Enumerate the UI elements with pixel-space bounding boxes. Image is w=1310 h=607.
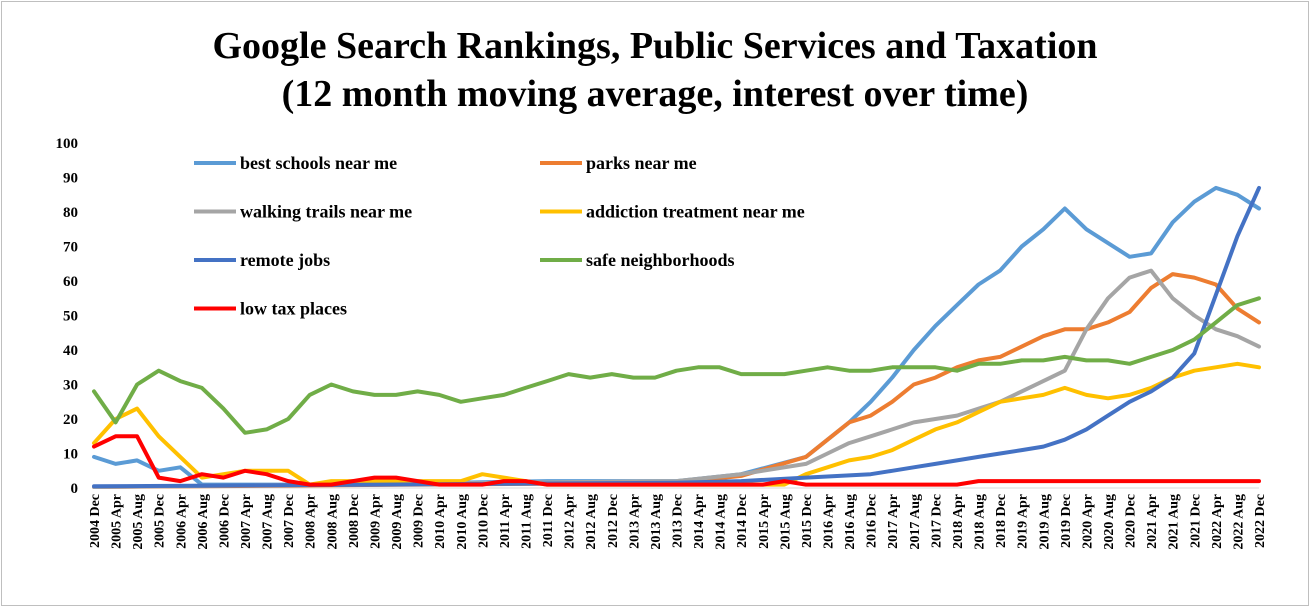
x-tick-label: 2016 Aug <box>843 494 858 550</box>
x-tick-label: 2005 Apr <box>110 494 125 549</box>
x-tick-label: 2009 Apr <box>368 494 383 549</box>
x-tick-label: 2012 Apr <box>563 494 578 549</box>
x-tick-label: 2022 Dec <box>1253 494 1268 548</box>
x-tick-label: 2006 Aug <box>196 494 211 550</box>
y-tick-label: 20 <box>63 412 78 428</box>
y-axis: 0 10 20 30 40 50 60 70 80 90 100 <box>56 136 79 497</box>
x-tick-label: 2011 Aug <box>519 494 534 549</box>
x-tick-label: 2022 Aug <box>1231 494 1246 550</box>
x-tick-label: 2012 Aug <box>584 494 599 550</box>
x-tick-label: 2010 Aug <box>455 494 470 550</box>
x-tick-label: 2019 Aug <box>1037 494 1052 550</box>
series-line-low-tax-places <box>92 434 1261 487</box>
x-tick-label: 2010 Apr <box>433 494 448 549</box>
legend-label: best schools near me <box>240 153 397 173</box>
x-tick-label: 2017 Aug <box>908 494 923 550</box>
x-tick-label: 2005 Dec <box>153 494 168 548</box>
legend-label: parks near me <box>586 153 697 173</box>
x-tick-label: 2006 Dec <box>217 494 232 548</box>
x-tick-label: 2013 Dec <box>671 494 686 548</box>
x-tick-label: 2021 Apr <box>1145 494 1160 549</box>
x-tick-label: 2016 Dec <box>865 494 880 548</box>
x-tick-label: 2008 Aug <box>325 494 340 550</box>
y-tick-label: 70 <box>63 240 78 256</box>
x-tick-label: 2019 Dec <box>1059 494 1074 548</box>
chart-subtitle: (12 month moving average, interest over … <box>282 73 1029 115</box>
x-tick-label: 2017 Apr <box>886 494 901 549</box>
x-tick-label: 2009 Dec <box>412 494 427 548</box>
y-tick-label: 10 <box>63 447 78 463</box>
x-tick-label: 2018 Aug <box>973 494 988 550</box>
x-tick-label: 2010 Dec <box>476 494 491 548</box>
x-tick-label: 2017 Dec <box>929 494 944 548</box>
x-tick-label: 2011 Apr <box>498 494 513 548</box>
y-tick-label: 0 <box>71 481 79 497</box>
legend: best schools near me parks near me walking… <box>194 153 805 319</box>
y-tick-label: 60 <box>63 274 78 290</box>
x-tick-label: 2014 Aug <box>714 494 729 550</box>
x-tick-label: 2008 Apr <box>304 494 319 549</box>
x-tick-label: 2020 Apr <box>1080 494 1095 549</box>
y-tick-label: 90 <box>63 171 78 187</box>
series-line-parks-near-me <box>92 272 1261 489</box>
y-tick-label: 100 <box>56 136 79 152</box>
y-tick-label: 40 <box>63 343 78 359</box>
y-tick-label: 80 <box>63 205 78 221</box>
chart-title: Google Search Rankings, Public Services … <box>212 25 1097 67</box>
x-tick-label: 2020 Aug <box>1102 494 1117 550</box>
x-tick-label: 2014 Apr <box>692 494 707 549</box>
x-tick-label: 2008 Dec <box>347 494 362 548</box>
x-tick-label: 2021 Aug <box>1167 494 1182 550</box>
x-axis: 2004 Dec 2005 Apr 2005 Aug 2005 Dec 2006 Apr… <box>88 487 1268 550</box>
series-line-safe-neighborhoods <box>92 296 1261 435</box>
plot-area <box>92 185 1261 489</box>
x-tick-label: 2015 Dec <box>800 494 815 548</box>
y-tick-label: 30 <box>63 378 78 394</box>
x-tick-label: 2022 Apr <box>1210 494 1225 549</box>
x-tick-label: 2012 Dec <box>606 494 621 548</box>
legend-label: addiction treatment near me <box>586 202 805 222</box>
x-tick-label: 2019 Apr <box>1016 494 1031 549</box>
x-tick-label: 2007 Dec <box>282 494 297 548</box>
x-tick-label: 2016 Apr <box>822 494 837 549</box>
x-tick-label: 2018 Apr <box>951 494 966 549</box>
x-tick-label: 2015 Apr <box>757 494 772 549</box>
y-tick-label: 50 <box>63 309 78 325</box>
x-tick-label: 2004 Dec <box>88 494 103 548</box>
x-tick-label: 2007 Aug <box>261 494 276 550</box>
x-tick-label: 2007 Apr <box>239 494 254 549</box>
x-tick-label: 2021 Dec <box>1188 494 1203 548</box>
x-tick-label: 2009 Aug <box>390 494 405 550</box>
series-line-remote-jobs <box>92 185 1261 489</box>
legend-label: safe neighborhoods <box>586 250 735 270</box>
x-tick-label: 2015 Aug <box>778 494 793 550</box>
x-tick-label: 2018 Dec <box>994 494 1009 548</box>
x-tick-label: 2013 Apr <box>627 494 642 549</box>
series-line-addiction-treatment-near-me <box>92 361 1261 487</box>
legend-label: walking trails near me <box>240 202 412 222</box>
x-tick-label: 2011 Dec <box>541 494 556 547</box>
legend-label: low tax places <box>240 299 347 319</box>
legend-label: remote jobs <box>240 250 330 270</box>
x-tick-label: 2020 Dec <box>1124 494 1139 548</box>
x-tick-label: 2014 Dec <box>735 494 750 548</box>
x-tick-label: 2005 Aug <box>131 494 146 550</box>
x-tick-label: 2013 Aug <box>649 494 664 550</box>
x-tick-label: 2006 Apr <box>174 494 189 549</box>
